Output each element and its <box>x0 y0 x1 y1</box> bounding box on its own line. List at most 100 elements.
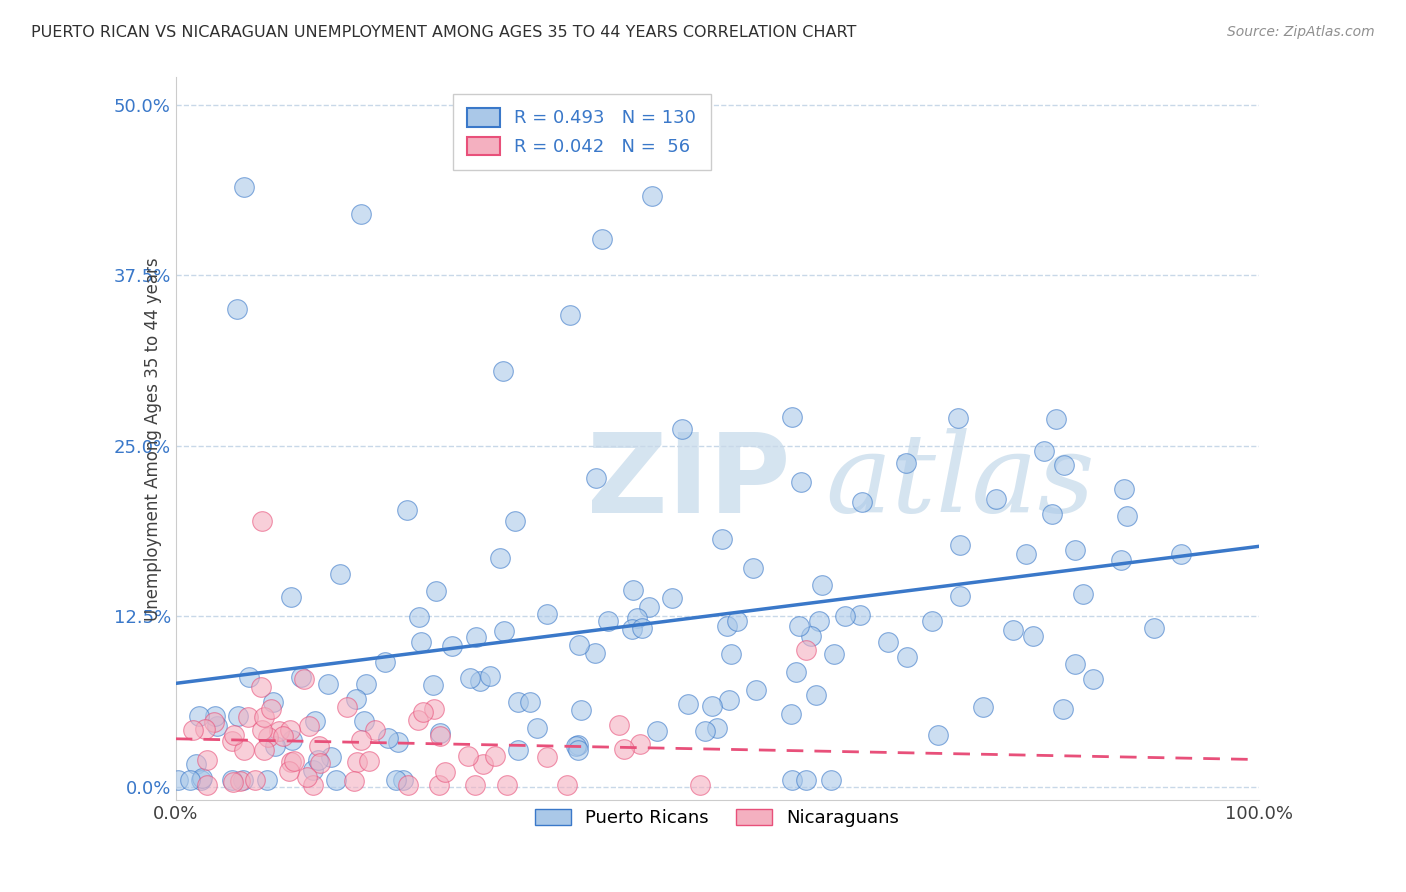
Puerto Ricans <box>387 735 409 749</box>
Nicaraguans <box>412 706 434 720</box>
Puerto Ricans <box>492 624 515 639</box>
Nicaraguans <box>278 764 301 779</box>
Nicaraguans <box>484 749 506 764</box>
Nicaraguans <box>628 737 651 751</box>
Nicaraguans <box>195 753 218 767</box>
Puerto Ricans <box>661 591 683 605</box>
Puerto Ricans <box>785 665 807 679</box>
Nicaraguans <box>236 709 259 723</box>
Puerto Ricans <box>598 615 620 629</box>
Puerto Ricans <box>1052 702 1074 716</box>
Nicaraguans <box>195 778 218 792</box>
Nicaraguans <box>536 749 558 764</box>
Puerto Ricans <box>263 739 285 753</box>
Nicaraguans <box>193 722 215 736</box>
Nicaraguans <box>609 718 631 732</box>
Puerto Ricans <box>232 179 254 194</box>
Nicaraguans <box>794 643 817 657</box>
Nicaraguans <box>229 773 252 788</box>
Puerto Ricans <box>422 678 444 692</box>
Text: Source: ZipAtlas.com: Source: ZipAtlas.com <box>1227 25 1375 39</box>
Nicaraguans <box>555 778 578 792</box>
Puerto Ricans <box>745 682 768 697</box>
Nicaraguans <box>343 774 366 789</box>
Puerto Ricans <box>720 647 742 661</box>
Nicaraguans <box>222 775 245 789</box>
Puerto Ricans <box>620 622 643 636</box>
Puerto Ricans <box>374 655 396 669</box>
Puerto Ricans <box>468 674 491 689</box>
Puerto Ricans <box>591 232 613 246</box>
Puerto Ricans <box>526 721 548 735</box>
Nicaraguans <box>396 778 419 792</box>
Nicaraguans <box>408 714 430 728</box>
Puerto Ricans <box>344 691 367 706</box>
Nicaraguans <box>472 756 495 771</box>
Nicaraguans <box>243 772 266 787</box>
Puerto Ricans <box>458 671 481 685</box>
Puerto Ricans <box>1033 443 1056 458</box>
Nicaraguans <box>267 724 290 739</box>
Puerto Ricans <box>585 470 607 484</box>
Puerto Ricans <box>810 578 832 592</box>
Puerto Ricans <box>536 607 558 621</box>
Nicaraguans <box>260 702 283 716</box>
Nicaraguans <box>222 728 245 742</box>
Puerto Ricans <box>804 688 827 702</box>
Puerto Ricans <box>927 728 949 742</box>
Puerto Ricans <box>232 772 254 787</box>
Puerto Ricans <box>353 714 375 729</box>
Puerto Ricans <box>638 600 661 615</box>
Y-axis label: Unemployment Among Ages 35 to 44 years: Unemployment Among Ages 35 to 44 years <box>143 257 162 621</box>
Puerto Ricans <box>896 650 918 665</box>
Puerto Ricans <box>630 621 652 635</box>
Puerto Ricans <box>465 128 488 142</box>
Puerto Ricans <box>1109 553 1132 567</box>
Puerto Ricans <box>262 695 284 709</box>
Puerto Ricans <box>623 582 645 597</box>
Puerto Ricans <box>972 699 994 714</box>
Puerto Ricans <box>1083 672 1105 686</box>
Nicaraguans <box>253 743 276 757</box>
Puerto Ricans <box>385 772 408 787</box>
Puerto Ricans <box>307 754 329 768</box>
Nicaraguans <box>273 729 295 743</box>
Puerto Ricans <box>695 723 717 738</box>
Puerto Ricans <box>221 772 243 787</box>
Puerto Ricans <box>302 763 325 777</box>
Nicaraguans <box>257 730 280 744</box>
Puerto Ricans <box>1170 547 1192 561</box>
Puerto Ricans <box>583 646 606 660</box>
Puerto Ricans <box>702 698 724 713</box>
Puerto Ricans <box>741 560 763 574</box>
Puerto Ricans <box>896 456 918 470</box>
Puerto Ricans <box>1071 587 1094 601</box>
Nicaraguans <box>496 778 519 792</box>
Puerto Ricans <box>823 647 845 661</box>
Nicaraguans <box>292 673 315 687</box>
Puerto Ricans <box>567 743 589 757</box>
Nicaraguans <box>253 710 276 724</box>
Puerto Ricans <box>676 698 699 712</box>
Nicaraguans <box>350 733 373 747</box>
Puerto Ricans <box>204 709 226 723</box>
Nicaraguans <box>427 778 450 792</box>
Puerto Ricans <box>718 693 741 707</box>
Puerto Ricans <box>796 772 818 787</box>
Nicaraguans <box>233 742 256 756</box>
Puerto Ricans <box>281 733 304 747</box>
Nicaraguans <box>280 723 302 737</box>
Nicaraguans <box>464 778 486 792</box>
Puerto Ricans <box>290 669 312 683</box>
Puerto Ricans <box>492 364 515 378</box>
Puerto Ricans <box>318 677 340 691</box>
Puerto Ricans <box>567 739 589 753</box>
Nicaraguans <box>301 778 323 792</box>
Nicaraguans <box>280 755 302 769</box>
Puerto Ricans <box>350 207 373 221</box>
Puerto Ricans <box>506 695 529 709</box>
Text: ZIP: ZIP <box>588 429 790 536</box>
Nicaraguans <box>357 754 380 768</box>
Nicaraguans <box>336 700 359 714</box>
Nicaraguans <box>423 702 446 716</box>
